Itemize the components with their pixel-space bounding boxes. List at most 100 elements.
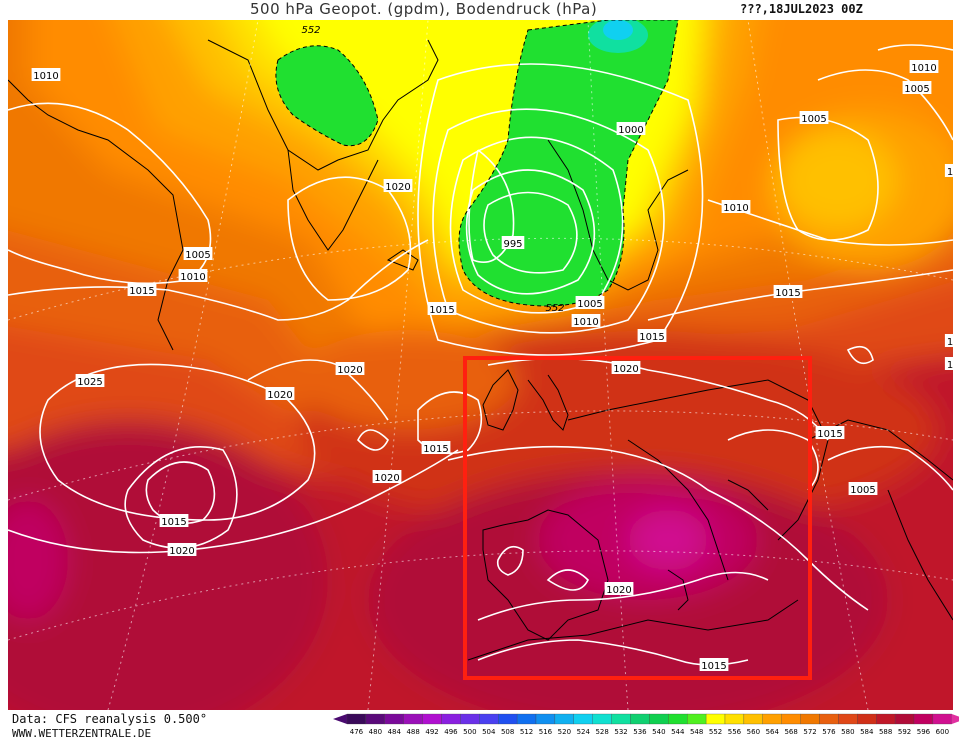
color-scale-legend: 476 480 484 488 492 496 500 504 508 512 516 520 524 5…	[333, 713, 959, 736]
scale-tick-label: 492	[425, 728, 438, 736]
website: WWW.WETTERZENTRALE.DE	[12, 727, 152, 740]
isobar-label: 1005	[799, 111, 829, 125]
scale-swatch	[422, 713, 442, 725]
svg-text:1005: 1005	[185, 250, 210, 261]
isobars	[8, 44, 953, 666]
scale-swatch	[479, 713, 499, 725]
isobar-label: 1015	[127, 283, 157, 297]
svg-text:1015: 1015	[701, 661, 726, 672]
scale-tick-label: 516	[539, 728, 553, 736]
scale-swatch	[800, 713, 820, 725]
scale-swatch	[573, 713, 593, 725]
scale-tick-label: 496	[444, 728, 458, 736]
graticule	[8, 20, 953, 710]
svg-text:1015: 1015	[639, 332, 664, 343]
svg-text:995: 995	[503, 239, 522, 250]
isobar-label: 1	[944, 357, 953, 371]
weather-map: 1010 1020 1005 1010 1015 1015 1020 1025 1020 1015…	[8, 20, 953, 710]
scale-tick-label: 572	[803, 728, 816, 736]
scale-swatch	[781, 713, 801, 725]
scale-tick-label: 484	[388, 728, 402, 736]
isobar-label: 995	[501, 236, 525, 250]
isobar-label: 1010	[571, 314, 601, 328]
scale-swatch	[535, 713, 556, 725]
scale-swatch	[743, 713, 763, 725]
geopotential-labels: 552 552	[301, 25, 564, 314]
scale-tick-label: 528	[595, 728, 608, 736]
isobar-label: 1015	[773, 285, 803, 299]
scale-swatch	[857, 713, 877, 725]
svg-text:1: 1	[947, 337, 953, 348]
scale-tick-label: 488	[406, 728, 419, 736]
scale-tick-label: 532	[614, 728, 627, 736]
scale-tick-label: 560	[747, 728, 760, 736]
geopotential-label: 552	[301, 25, 320, 36]
scale-tick-label: 556	[728, 728, 742, 736]
scale-swatch	[384, 713, 404, 725]
scale-low-arrow	[333, 714, 347, 724]
scale-tick-label: 536	[633, 728, 647, 736]
scale-swatch	[611, 713, 631, 725]
svg-text:1010: 1010	[33, 71, 58, 82]
svg-text:1: 1	[947, 167, 953, 178]
map-canvas: 1010 1020 1005 1010 1015 1015 1020 1025 1020 1015…	[8, 20, 953, 710]
svg-text:1010: 1010	[723, 203, 748, 214]
scale-tick-label: 540	[652, 728, 665, 736]
scale-swatch	[346, 713, 367, 725]
isobar-label: 1020	[167, 543, 197, 557]
scale-swatch	[838, 713, 858, 725]
svg-text:1015: 1015	[129, 286, 154, 297]
geopotential-label: 552	[545, 303, 564, 314]
svg-text:1015: 1015	[817, 429, 842, 440]
svg-text:1020: 1020	[337, 365, 362, 376]
svg-text:1010: 1010	[911, 63, 936, 74]
svg-text:1000: 1000	[618, 125, 643, 136]
svg-text:1010: 1010	[180, 272, 205, 283]
scale-tick-label: 588	[879, 728, 892, 736]
scale-tick-label: 500	[463, 728, 476, 736]
isobar-label: 1020	[383, 179, 413, 193]
scale-tick-label: 596	[917, 728, 931, 736]
scale-swatch	[592, 713, 612, 725]
svg-text:1025: 1025	[77, 377, 102, 388]
svg-text:1005: 1005	[801, 114, 826, 125]
isobar-label: 1005	[575, 296, 605, 310]
scale-tick-label: 476	[350, 728, 364, 736]
map-footer: Data: CFS reanalysis 0.500° WWW.WETTERZE…	[0, 710, 959, 741]
isobar-label: 1005	[848, 482, 878, 496]
scale-swatch	[724, 713, 745, 725]
scale-tick-label: 508	[501, 728, 514, 736]
scale-tick-label: 552	[709, 728, 722, 736]
map-title: 500 hPa Geopot. (gpdm), Bodendruck (hPa)	[250, 0, 598, 18]
isobar-label: 1015	[159, 514, 189, 528]
scale-swatch	[932, 713, 952, 725]
geopotential-552-contour	[275, 20, 679, 307]
isobar-label: 1015	[815, 426, 845, 440]
scale-tick-label: 504	[482, 728, 496, 736]
scale-swatch	[516, 713, 537, 725]
svg-text:1020: 1020	[606, 585, 631, 596]
scale-tick-label: 520	[558, 728, 571, 736]
svg-text:1015: 1015	[429, 305, 454, 316]
svg-text:1005: 1005	[577, 299, 602, 310]
svg-text:1020: 1020	[267, 390, 292, 401]
isobar-label: 1020	[372, 470, 402, 484]
coastlines	[8, 39, 953, 661]
scale-swatch	[630, 713, 650, 725]
svg-text:1005: 1005	[850, 485, 875, 496]
scale-high-arrow	[951, 714, 959, 724]
svg-text:1005: 1005	[904, 84, 929, 95]
svg-text:1020: 1020	[613, 364, 638, 375]
isobar-label: 1020	[604, 582, 634, 596]
scale-tick-label: 592	[898, 728, 911, 736]
svg-text:1: 1	[947, 360, 953, 371]
isobar-label: 1000	[616, 122, 646, 136]
isobar-label: 1015	[637, 329, 667, 343]
scale-swatch	[876, 713, 896, 725]
scale-swatch	[403, 713, 423, 725]
scale-tick-label: 568	[784, 728, 797, 736]
scale-tick-label: 548	[690, 728, 703, 736]
scale-swatch	[554, 713, 574, 725]
scale-swatch	[894, 713, 915, 725]
svg-text:1020: 1020	[169, 546, 194, 557]
